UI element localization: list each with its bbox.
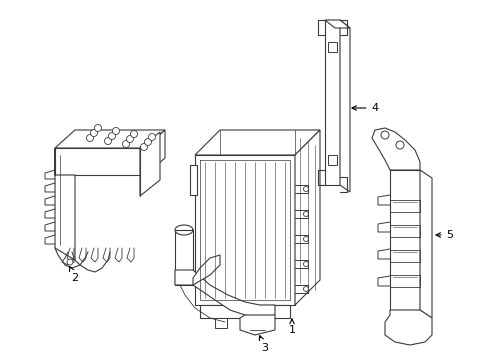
Circle shape xyxy=(86,135,93,141)
Circle shape xyxy=(303,212,308,216)
Circle shape xyxy=(104,138,111,144)
Polygon shape xyxy=(327,42,336,52)
Circle shape xyxy=(395,141,403,149)
Polygon shape xyxy=(215,318,226,328)
Polygon shape xyxy=(55,148,145,175)
Polygon shape xyxy=(327,155,336,165)
Polygon shape xyxy=(175,270,274,318)
Text: 4: 4 xyxy=(351,103,378,113)
Polygon shape xyxy=(339,20,349,192)
Polygon shape xyxy=(140,132,160,196)
Polygon shape xyxy=(419,170,431,318)
Text: 1: 1 xyxy=(288,319,295,335)
Circle shape xyxy=(144,139,151,145)
Circle shape xyxy=(303,186,308,192)
Polygon shape xyxy=(389,170,419,310)
Text: 3: 3 xyxy=(259,336,268,353)
Polygon shape xyxy=(55,148,75,260)
Circle shape xyxy=(303,287,308,292)
Circle shape xyxy=(112,127,119,135)
Polygon shape xyxy=(195,155,294,305)
Polygon shape xyxy=(325,20,339,185)
Circle shape xyxy=(94,125,102,131)
Polygon shape xyxy=(55,130,164,148)
Circle shape xyxy=(67,259,73,265)
Circle shape xyxy=(140,144,147,150)
Circle shape xyxy=(108,132,115,140)
Circle shape xyxy=(122,140,129,148)
Circle shape xyxy=(130,131,137,138)
Polygon shape xyxy=(294,130,319,305)
Text: 5: 5 xyxy=(435,230,452,240)
Circle shape xyxy=(303,237,308,242)
Polygon shape xyxy=(190,165,197,195)
Polygon shape xyxy=(193,255,220,285)
Polygon shape xyxy=(384,310,431,345)
Circle shape xyxy=(90,130,97,136)
Polygon shape xyxy=(260,318,271,328)
Polygon shape xyxy=(240,315,274,335)
Text: 2: 2 xyxy=(69,267,79,283)
Polygon shape xyxy=(145,130,164,175)
Polygon shape xyxy=(325,20,349,28)
Polygon shape xyxy=(371,128,419,170)
Polygon shape xyxy=(175,230,193,285)
Circle shape xyxy=(126,135,133,143)
Circle shape xyxy=(380,131,388,139)
Polygon shape xyxy=(200,305,289,318)
Circle shape xyxy=(303,261,308,266)
Polygon shape xyxy=(195,130,319,155)
Circle shape xyxy=(148,134,155,140)
